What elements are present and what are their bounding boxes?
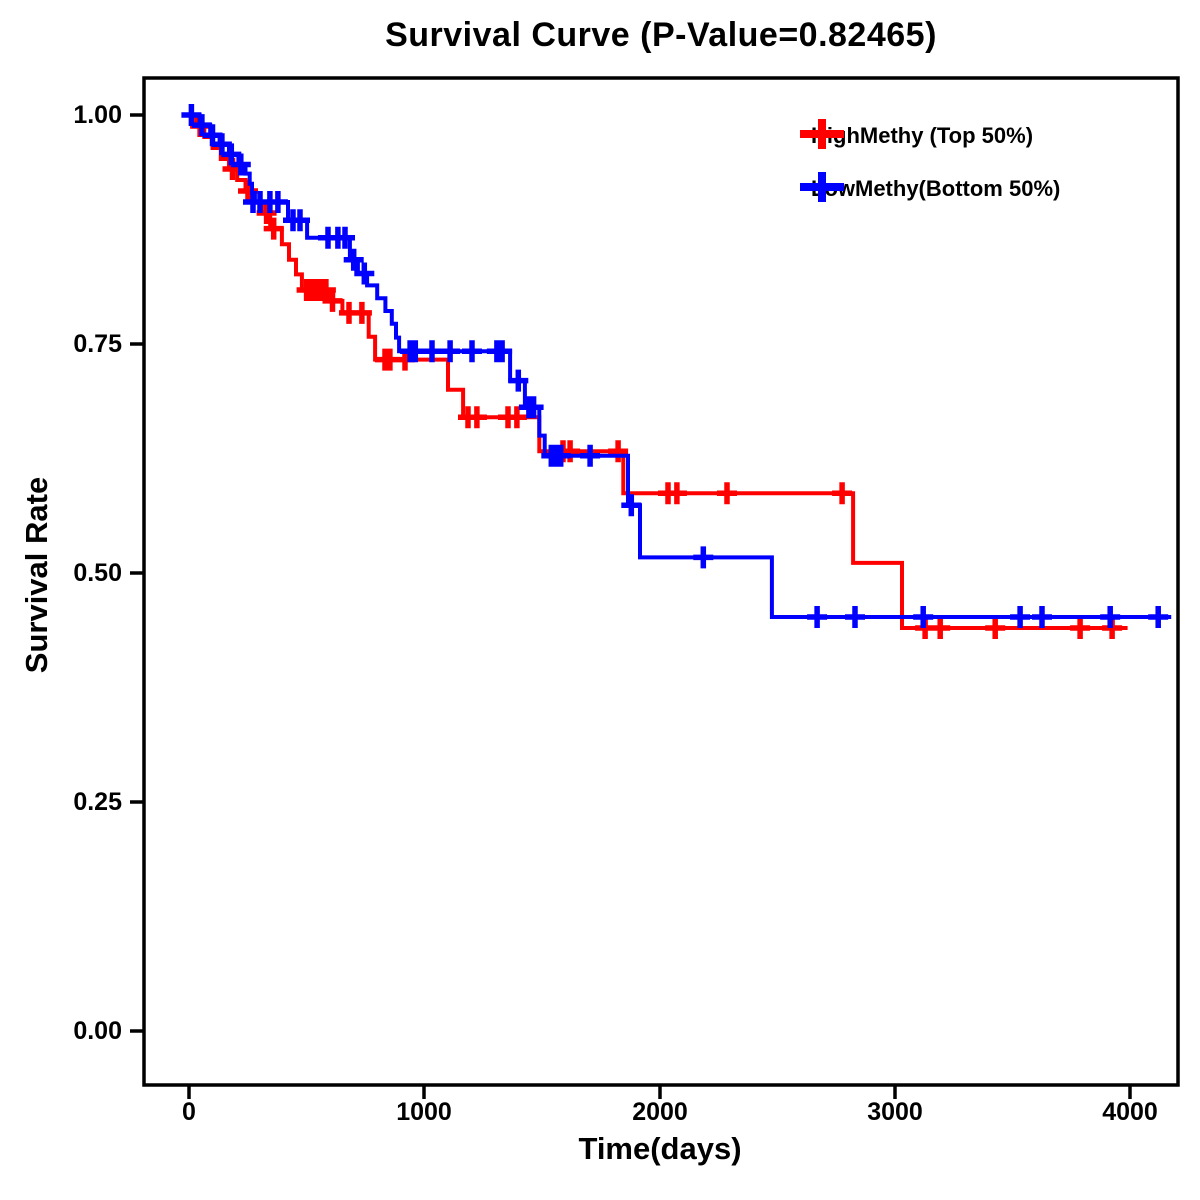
x-tick-label: 3000: [867, 1098, 923, 1126]
chart-title: Survival Curve (P-Value=0.82465): [385, 16, 937, 54]
y-tick-label: 0.75: [73, 330, 122, 358]
legend-label-lowmethy: LowMethy(Bottom 50%): [811, 176, 1061, 201]
y-tick-label: 1.00: [73, 101, 122, 129]
legend-label-highmethy: HighMethy (Top 50%): [811, 123, 1034, 148]
censor-marks-lowmethy: [181, 104, 1169, 628]
axis-ticks: [130, 113, 1132, 1099]
curves-layer: [181, 104, 1172, 639]
x-axis-title: Time(days): [578, 1131, 742, 1166]
legend-item-highmethy: HighMethy (Top 50%): [798, 114, 1033, 158]
legend-item-lowmethy: LowMethy(Bottom 50%): [798, 167, 1060, 211]
red-plus-censor-icon: [800, 119, 844, 149]
x-tick-label: 0: [182, 1098, 196, 1126]
y-tick-label: 0.00: [73, 1017, 122, 1045]
x-tick-label: 2000: [632, 1098, 688, 1126]
x-tick-label: 4000: [1102, 1098, 1158, 1126]
y-tick-label: 0.50: [73, 559, 122, 587]
blue-plus-censor-icon: [800, 172, 844, 202]
y-tick-label: 0.25: [73, 788, 122, 816]
x-tick-label: 1000: [396, 1098, 452, 1126]
